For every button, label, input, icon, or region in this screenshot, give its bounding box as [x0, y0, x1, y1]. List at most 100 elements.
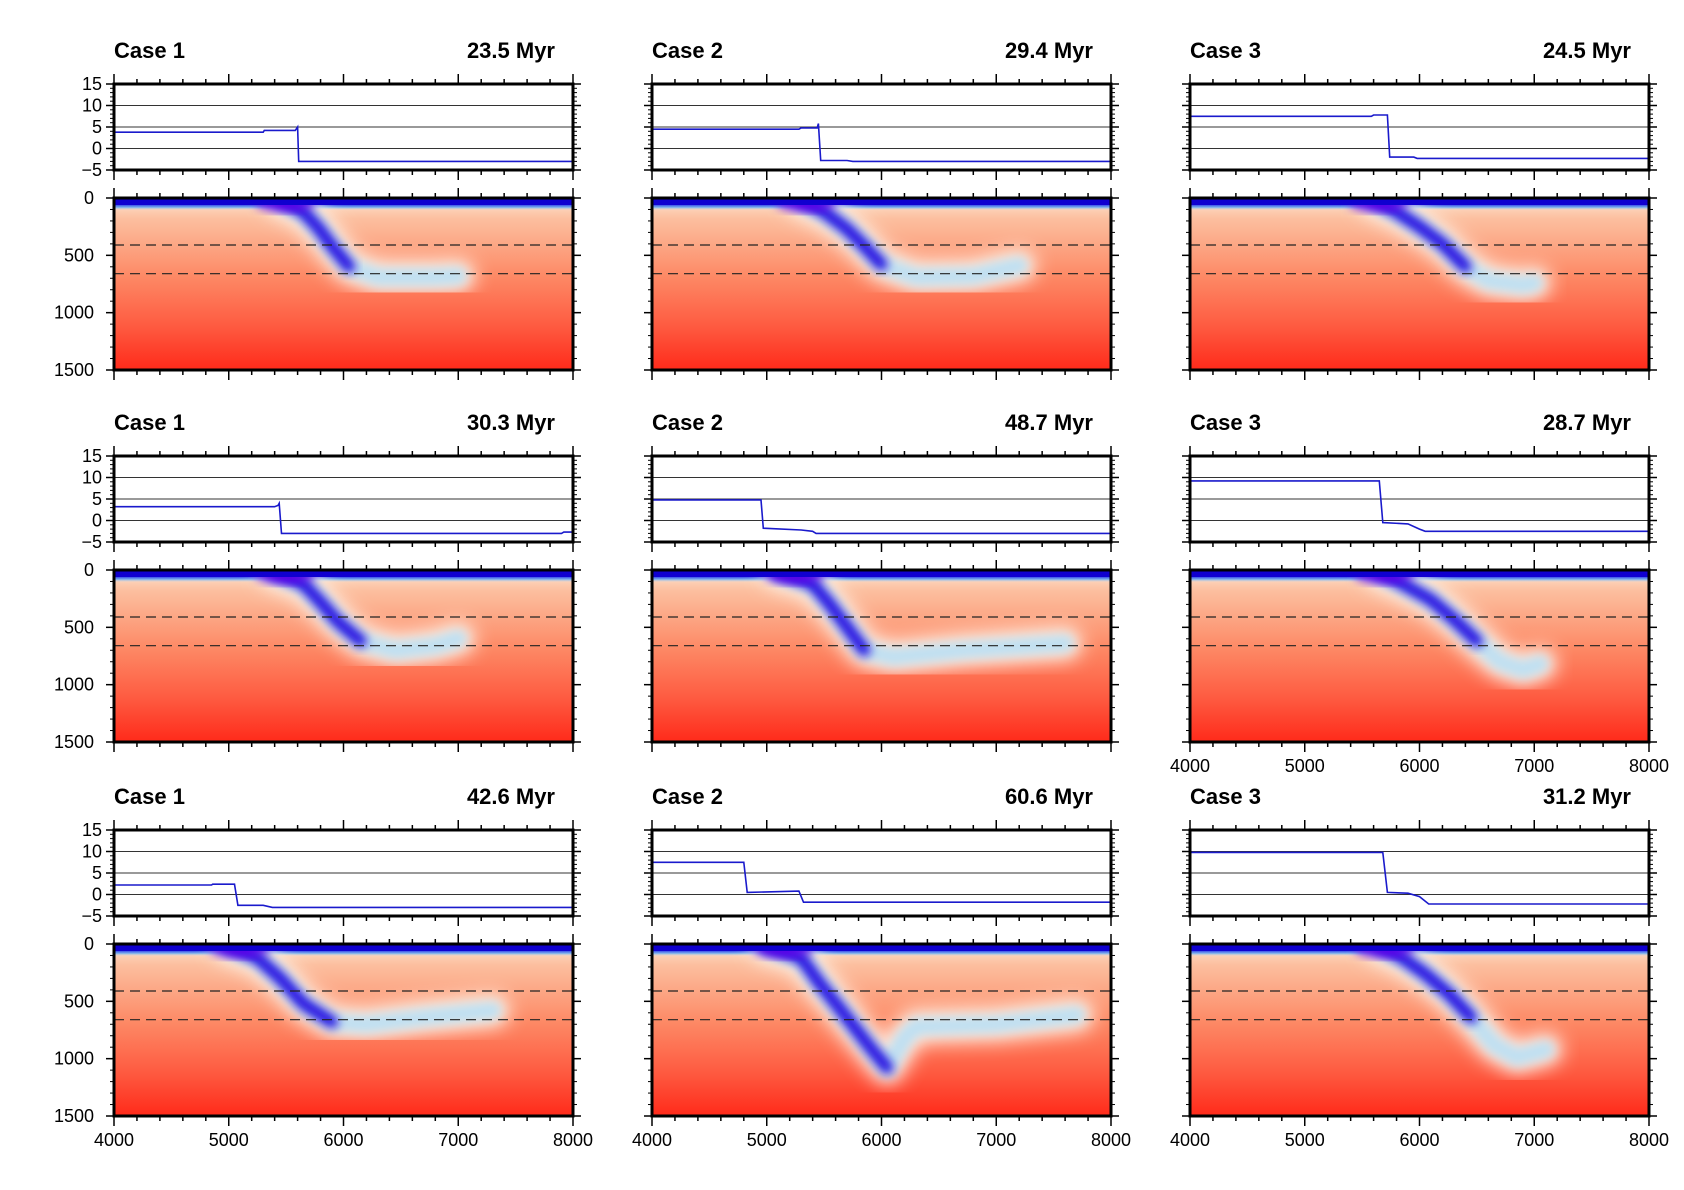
xtick-label: 5000: [1285, 1130, 1325, 1150]
field-content: [652, 198, 1111, 370]
xtick-label: 7000: [976, 1130, 1016, 1150]
ytick-label: 0: [84, 560, 94, 580]
data-line: [652, 861, 1111, 904]
xtick-label: 7000: [1514, 756, 1554, 776]
xtick-label: 5000: [1285, 756, 1325, 776]
panel-time-label: 42.6 Myr: [467, 784, 555, 809]
panel-case-title: Case 2: [652, 38, 723, 63]
surface-band: [1190, 570, 1649, 577]
mantle-background: [652, 198, 1111, 370]
xtick-label: 6000: [323, 1130, 363, 1150]
panel-case-title: Case 1: [114, 784, 185, 809]
xtick-label: 6000: [1399, 1130, 1439, 1150]
panel-case-title: Case 1: [114, 38, 185, 63]
ytick-label: −5: [81, 906, 102, 926]
data-line: [114, 883, 573, 909]
mantle-background: [114, 198, 573, 370]
ytick-label: 15: [82, 446, 102, 466]
ytick-label: 1000: [54, 303, 94, 323]
panel-2: Case 2 29.4 Myr: [644, 38, 1119, 380]
ytick-label: 1000: [54, 1049, 94, 1069]
ytick-label: 500: [64, 245, 94, 265]
ytick-label: 10: [82, 468, 102, 488]
panel-case-title: Case 3: [1190, 410, 1261, 435]
xtick-label: 8000: [1629, 756, 1669, 776]
ytick-label: 5: [92, 863, 102, 883]
ytick-label: −5: [81, 160, 102, 180]
xtick-label: 6000: [861, 1130, 901, 1150]
mantle-background: [114, 570, 573, 742]
surface-band: [1190, 944, 1649, 951]
slab-field-plot: 0 500 1000 1500: [54, 560, 581, 752]
ytick-label: 0: [84, 934, 94, 954]
field-content: [1190, 570, 1649, 742]
slab-field-plot: 4000 5000 6000 7000 8000: [1170, 934, 1669, 1150]
panel-case-title: Case 3: [1190, 38, 1261, 63]
panel-time-label: 23.5 Myr: [467, 38, 555, 63]
panel-case-title: Case 1: [114, 410, 185, 435]
field-content: [114, 570, 573, 742]
xtick-label: 4000: [94, 1130, 134, 1150]
data-line: [652, 123, 1111, 163]
xtick-label: 8000: [1091, 1130, 1131, 1150]
surface-band: [652, 944, 1111, 951]
top-line-plot: [1182, 446, 1657, 552]
surface-band: [114, 570, 573, 577]
data-line: [652, 499, 1111, 535]
field-content: [114, 944, 573, 1116]
ytick-label: 500: [64, 991, 94, 1011]
panel-case-title: Case 2: [652, 784, 723, 809]
panel-time-label: 48.7 Myr: [1005, 410, 1093, 435]
surface-band: [652, 198, 1111, 205]
xtick-label: 5000: [209, 1130, 249, 1150]
panel-time-label: 24.5 Myr: [1543, 38, 1631, 63]
surface-band: [652, 570, 1111, 577]
ytick-label: 10: [82, 842, 102, 862]
field-content: [1190, 944, 1649, 1116]
ytick-label: 1500: [54, 732, 94, 752]
panel-time-label: 60.6 Myr: [1005, 784, 1093, 809]
surface-band: [1190, 198, 1649, 205]
top-line-plot: [1182, 820, 1657, 926]
panel-case-title: Case 3: [1190, 784, 1261, 809]
xtick-label: 8000: [553, 1130, 593, 1150]
ytick-label: 0: [92, 139, 102, 159]
ytick-label: 0: [92, 511, 102, 531]
top-line-plot: [1182, 74, 1657, 180]
ytick-label: 5: [92, 489, 102, 509]
panel-time-label: 29.4 Myr: [1005, 38, 1093, 63]
panel-time-label: 30.3 Myr: [467, 410, 555, 435]
panel-6: Case 3 28.7 Myr 4000 5000 6000 7000 8000: [1170, 410, 1669, 776]
slab-field-plot: [644, 188, 1119, 380]
ytick-label: 5: [92, 117, 102, 137]
slab-field-plot: 4000 5000 6000 7000 8000: [632, 934, 1131, 1150]
surface-band: [114, 944, 573, 951]
xtick-label: 4000: [632, 1130, 672, 1150]
xtick-label: 4000: [1170, 756, 1210, 776]
ytick-label: 15: [82, 74, 102, 94]
surface-band: [114, 198, 573, 205]
xtick-label: 7000: [1514, 1130, 1554, 1150]
data-line: [1190, 480, 1649, 533]
field-content: [652, 944, 1111, 1116]
panel-time-label: 31.2 Myr: [1543, 784, 1631, 809]
data-line: [1190, 851, 1649, 905]
ytick-label: 500: [64, 617, 94, 637]
top-line-plot: [644, 820, 1119, 926]
panel-8: Case 2 60.6 Myr 4000 5000 6000 7000 8000: [632, 784, 1131, 1150]
data-line: [114, 500, 573, 535]
ytick-label: 1500: [54, 360, 94, 380]
field-content: [1190, 198, 1649, 370]
ytick-label: 0: [84, 188, 94, 208]
field-content: [114, 198, 573, 370]
slab-field-plot: [644, 560, 1119, 752]
top-line-plot: [644, 74, 1119, 180]
panel-3: Case 3 24.5 Myr: [1182, 38, 1657, 380]
